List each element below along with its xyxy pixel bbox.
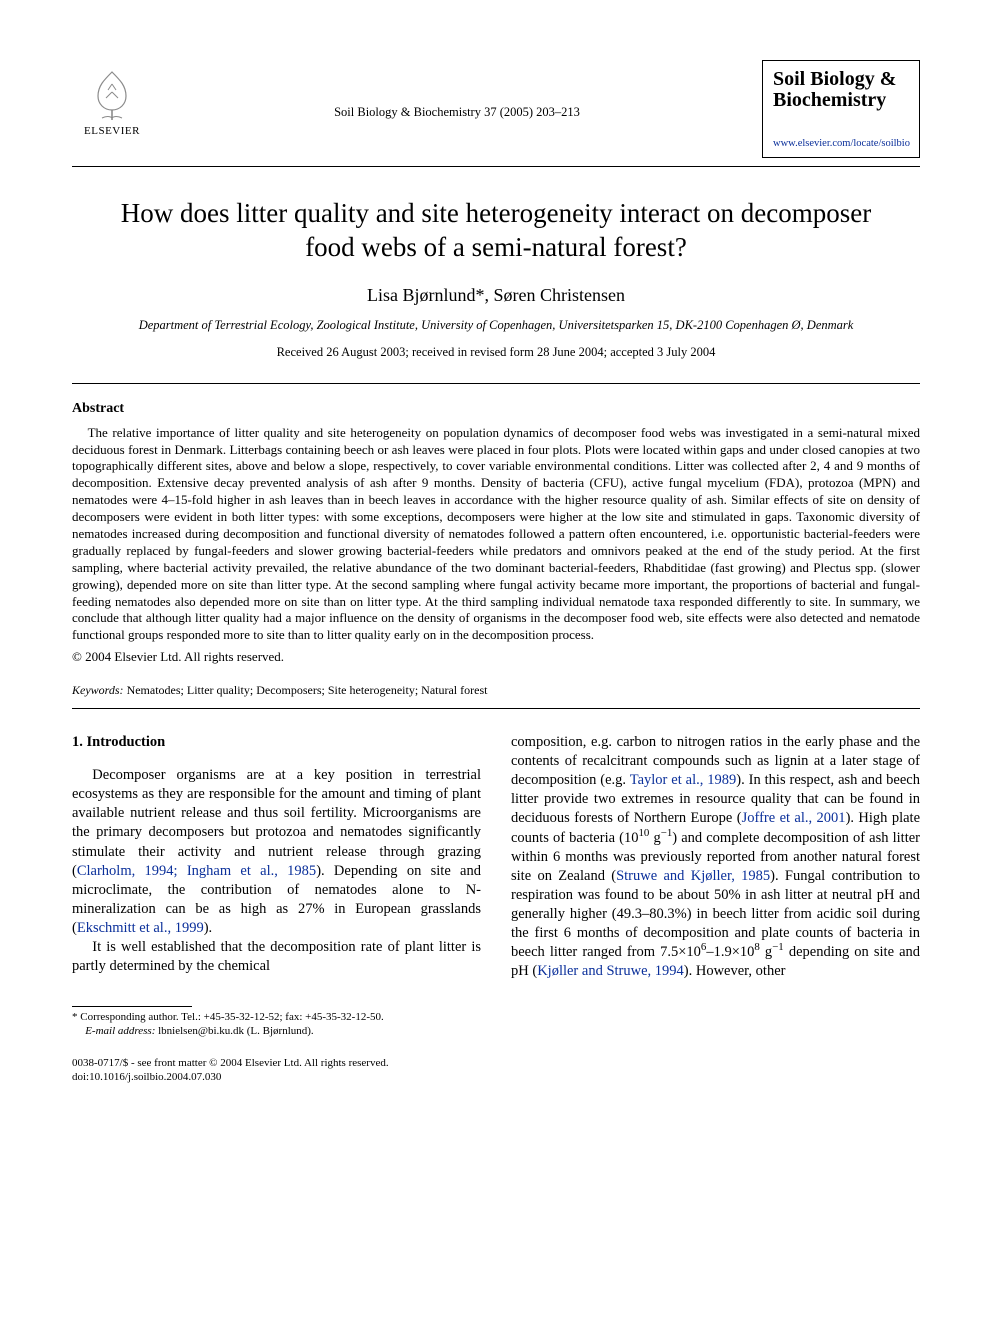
abstract-top-rule — [72, 383, 920, 384]
keywords-rule — [72, 708, 920, 709]
c2-post: ). However, other — [684, 963, 786, 979]
column-left: 1. Introduction Decomposer organisms are… — [72, 733, 481, 1039]
elsevier-tree-icon — [84, 66, 140, 122]
keywords-line: Keywords: Nematodes; Litter quality; Dec… — [72, 682, 920, 698]
ref-joffre[interactable]: Joffre et al., 2001 — [742, 810, 846, 826]
keywords-text: Nematodes; Litter quality; Decomposers; … — [124, 683, 488, 697]
intro-p1-post: ). — [204, 920, 212, 936]
intro-para-2: It is well established that the decompos… — [72, 938, 481, 976]
abstract-body: The relative importance of litter qualit… — [72, 425, 920, 645]
exp-10: 10 — [638, 827, 649, 839]
authors: Lisa Bjørnlund*, Søren Christensen — [72, 283, 920, 307]
c2-m5: –1.9×10 — [706, 944, 754, 960]
exp-neg1-b: −1 — [772, 941, 784, 953]
abstract-copyright: © 2004 Elsevier Ltd. All rights reserved… — [72, 648, 920, 666]
journal-link[interactable]: www.elsevier.com/locate/soilbio — [773, 137, 909, 151]
footnote-line1: * Corresponding author. Tel.: +45-35-32-… — [72, 1011, 481, 1025]
ref-clarholm-ingham[interactable]: Clarholm, 1994; Ingham et al., 1985 — [77, 863, 316, 879]
unit-g-2: g — [760, 944, 772, 960]
email-value: lbnielsen@bi.ku.dk (L. Bjørnlund). — [155, 1025, 313, 1037]
intro-para-1: Decomposer organisms are at a key positi… — [72, 766, 481, 938]
column-right: composition, e.g. carbon to nitrogen rat… — [511, 733, 920, 1039]
journal-title-line2: Biochemistry — [773, 90, 909, 111]
publisher-logo-block: ELSEVIER — [72, 66, 152, 139]
ref-taylor[interactable]: Taylor et al., 1989 — [630, 772, 737, 788]
article-dates: Received 26 August 2003; received in rev… — [72, 344, 920, 361]
unit-g-1: g — [649, 830, 660, 846]
header-rule — [72, 166, 920, 167]
corresponding-author-footnote: * Corresponding author. Tel.: +45-35-32-… — [72, 1011, 481, 1039]
ref-kjoller-struwe[interactable]: Kjøller and Struwe, 1994 — [537, 963, 684, 979]
page-footer: 0038-0717/$ - see front matter © 2004 El… — [72, 1057, 920, 1085]
footer-line2: doi:10.1016/j.soilbio.2004.07.030 — [72, 1071, 920, 1085]
abstract-text: The relative importance of litter qualit… — [72, 425, 920, 645]
affiliation: Department of Terrestrial Ecology, Zoolo… — [72, 317, 920, 334]
journal-title-box: Soil Biology & Biochemistry www.elsevier… — [762, 60, 920, 158]
abstract-heading: Abstract — [72, 400, 920, 419]
email-label: E-mail address: — [85, 1025, 155, 1037]
footer-line1: 0038-0717/$ - see front matter © 2004 El… — [72, 1057, 920, 1071]
section-1-heading: 1. Introduction — [72, 733, 481, 752]
article-title: How does litter quality and site heterog… — [112, 197, 880, 265]
journal-title-line1: Soil Biology & — [773, 69, 909, 90]
keywords-label: Keywords: — [72, 683, 124, 697]
footnote-email: E-mail address: lbnielsen@bi.ku.dk (L. B… — [72, 1025, 481, 1039]
exp-neg1-a: −1 — [661, 827, 673, 839]
journal-reference: Soil Biology & Biochemistry 37 (2005) 20… — [152, 60, 762, 121]
ref-ekschmitt[interactable]: Ekschmitt et al., 1999 — [77, 920, 204, 936]
body-columns: 1. Introduction Decomposer organisms are… — [72, 733, 920, 1039]
ref-struwe-kjoller[interactable]: Struwe and Kjøller, 1985 — [616, 868, 770, 884]
header-row: ELSEVIER Soil Biology & Biochemistry 37 … — [72, 60, 920, 158]
footnote-rule — [72, 1006, 192, 1007]
publisher-name: ELSEVIER — [84, 124, 140, 139]
intro-para-2-cont: composition, e.g. carbon to nitrogen rat… — [511, 733, 920, 982]
